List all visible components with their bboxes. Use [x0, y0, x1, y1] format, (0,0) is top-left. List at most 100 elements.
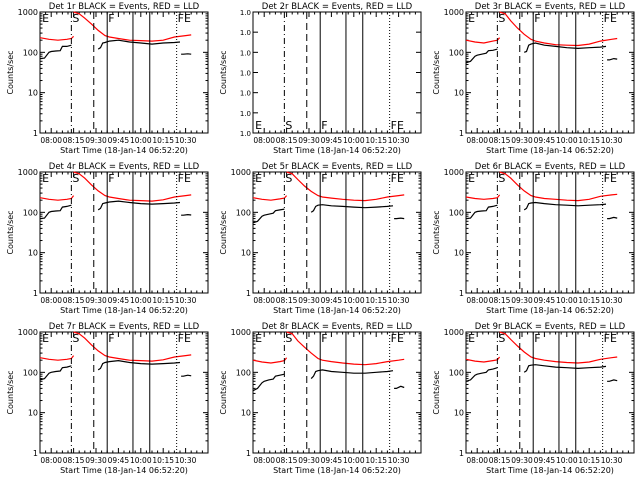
x-tick-label: 08:00	[253, 456, 275, 465]
plot-frame	[40, 332, 208, 453]
x-tick-label: 08:15	[63, 456, 85, 465]
y-tick-label: 100	[236, 208, 251, 217]
time-marker-label: E	[42, 12, 49, 25]
chart-panel-9: Det 9r BLACK = Events, RED = LLD10001001…	[432, 322, 634, 475]
x-tick-label: 10:15	[152, 136, 174, 145]
x-tick-label: 08:15	[276, 136, 298, 145]
time-marker-label: F	[534, 332, 540, 345]
time-marker-label: S	[72, 12, 79, 25]
x-tick-label: 09:45	[108, 456, 130, 465]
lld-series-line	[74, 332, 192, 361]
x-tick-label: 08:15	[63, 296, 85, 305]
chart-panel-6: Det 6r BLACK = Events, RED = LLD10001001…	[432, 162, 634, 315]
y-tick-label: 1000	[18, 8, 38, 17]
time-marker-label: F	[108, 172, 114, 185]
x-tick-label: 09:30	[85, 456, 107, 465]
y-tick-label: 100	[23, 48, 38, 57]
time-marker-label: S	[498, 12, 505, 25]
events-series-line	[311, 370, 393, 379]
chart-panel-8: Det 8r BLACK = Events, RED = LLD10001001…	[219, 322, 421, 475]
x-tick-label: 10:30	[175, 296, 197, 305]
x-tick-label: 08:00	[253, 136, 275, 145]
time-marker-label: F	[321, 119, 327, 132]
x-tick-label: 10:15	[578, 456, 600, 465]
lld-series-line	[500, 332, 618, 363]
lld-series-line	[253, 358, 287, 363]
x-tick-label: 09:45	[534, 296, 556, 305]
events-series-line	[181, 375, 191, 376]
y-tick-label: 100	[449, 368, 464, 377]
x-tick-label: 09:30	[298, 296, 320, 305]
plot-frame	[466, 12, 634, 133]
time-marker-label: F	[321, 172, 327, 185]
y-tick-label: 1000	[444, 328, 464, 337]
y-tick-label: 1.0	[240, 130, 251, 138]
y-axis-title: Counts/sec	[432, 210, 441, 254]
x-tick-label: 10:15	[365, 296, 387, 305]
x-tick-label: 09:45	[321, 296, 343, 305]
time-marker-label: F	[108, 12, 114, 25]
x-tick-label: 10:00	[556, 296, 578, 305]
x-tick-label: 10:30	[175, 456, 197, 465]
panel-title: Det 5r BLACK = Events, RED = LLD	[262, 162, 413, 172]
x-tick-label: 10:00	[130, 296, 152, 305]
x-tick-label: 10:30	[601, 456, 623, 465]
x-tick-label: 08:00	[466, 136, 488, 145]
time-marker-label: S	[72, 172, 79, 185]
time-marker-label: E	[255, 119, 262, 132]
x-tick-label: 09:30	[85, 136, 107, 145]
events-series-line	[253, 374, 284, 391]
x-tick-label: 09:30	[298, 456, 320, 465]
x-tick-label: 10:15	[152, 456, 174, 465]
y-tick-label: 10	[241, 249, 251, 258]
x-tick-label: 09:45	[321, 136, 343, 145]
plot-frame	[466, 172, 634, 293]
panel-title: Det 7r BLACK = Events, RED = LLD	[49, 322, 200, 332]
x-axis-title: Start Time (18-Jan-14 06:52:20)	[486, 466, 614, 475]
x-tick-label: 10:00	[343, 296, 365, 305]
y-axis-title: Counts/sec	[6, 370, 15, 414]
events-series-line	[98, 40, 180, 49]
lld-series-line	[287, 172, 405, 201]
panel-title: Det 4r BLACK = Events, RED = LLD	[49, 162, 200, 172]
x-tick-label: 09:30	[511, 296, 533, 305]
events-series-line	[466, 49, 497, 63]
y-tick-label: 10	[28, 409, 38, 418]
y-tick-label: 1.0	[240, 29, 251, 37]
x-tick-label: 10:15	[365, 136, 387, 145]
y-tick-label: 1	[33, 289, 38, 298]
y-tick-label: 10	[241, 409, 251, 418]
y-tick-label: 1000	[231, 168, 251, 177]
y-axis-title: Counts/sec	[6, 50, 15, 94]
events-series-line	[607, 380, 617, 381]
events-series-line	[40, 366, 71, 380]
lld-series-line	[500, 12, 618, 46]
chart-panel-7: Det 7r BLACK = Events, RED = LLD10001001…	[6, 322, 208, 475]
x-tick-label: 09:45	[321, 456, 343, 465]
chart-panel-2: Det 2r BLACK = Events, RED = LLD1.01.01.…	[219, 2, 421, 155]
lld-series-line	[40, 196, 74, 201]
events-series-line	[466, 368, 497, 382]
lld-series-line	[466, 195, 500, 199]
y-tick-label: 1000	[444, 168, 464, 177]
x-tick-label: 09:30	[298, 136, 320, 145]
x-tick-label: 10:30	[388, 136, 410, 145]
x-tick-label: 09:30	[511, 456, 533, 465]
lld-series-line	[40, 36, 74, 40]
x-tick-label: 08:00	[466, 296, 488, 305]
y-tick-label: 1	[459, 289, 464, 298]
x-tick-label: 10:30	[601, 296, 623, 305]
time-marker-label: S	[285, 119, 292, 132]
panel-title: Det 1r BLACK = Events, RED = LLD	[49, 2, 200, 12]
y-tick-label: 1	[246, 449, 251, 458]
x-axis-title: Start Time (18-Jan-14 06:52:20)	[60, 306, 188, 315]
time-marker-label: S	[285, 172, 292, 185]
events-series-line	[607, 59, 617, 60]
x-tick-label: 09:45	[534, 136, 556, 145]
lld-series-line	[40, 356, 74, 361]
y-axis-title: Counts/sec	[219, 370, 228, 414]
time-marker-label: FE	[604, 172, 617, 185]
time-marker-label: S	[285, 332, 292, 345]
